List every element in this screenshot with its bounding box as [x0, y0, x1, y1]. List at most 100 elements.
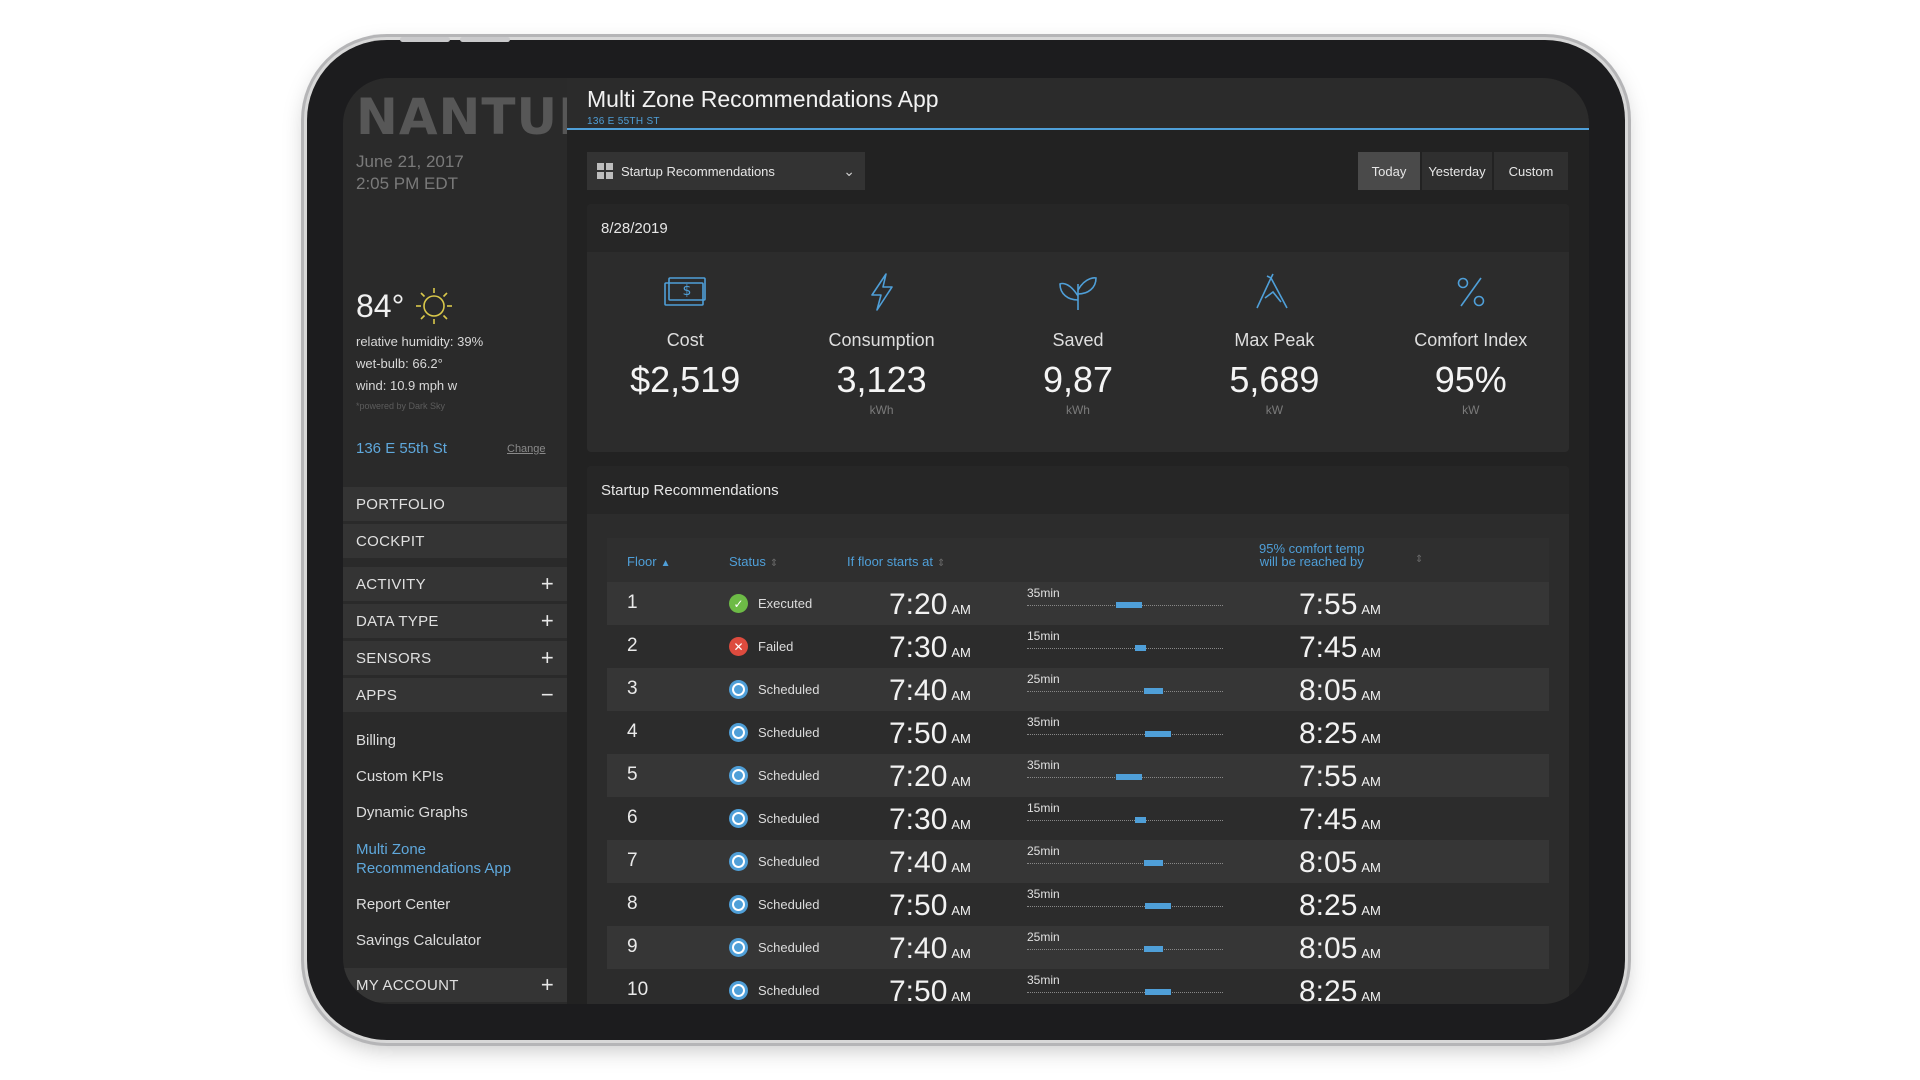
end-time-value: 8:05 — [1299, 932, 1358, 965]
tablet-top-button — [400, 37, 450, 42]
status-cell: Scheduled — [729, 809, 819, 828]
recommendations-panel: Startup Recommendations Floor ▲ Status ⇕ I… — [587, 466, 1569, 1004]
app-link-custom-kpis[interactable]: Custom KPIs — [356, 768, 444, 785]
change-building-link[interactable]: Change — [507, 443, 546, 455]
am-label: AM — [1361, 774, 1381, 789]
app-link-multi-zone[interactable]: Multi Zone Recommendations App — [356, 840, 556, 878]
duration-label: 35min — [1027, 973, 1060, 987]
kpi-max-peak: Max Peak 5,689 kW — [1176, 262, 1372, 417]
app-header: Multi Zone Recommendations App 136 E 55T… — [567, 78, 1589, 130]
duration-label: 15min — [1027, 801, 1060, 815]
weather-humidity: relative humidity: 39% — [356, 334, 484, 349]
app-link-dynamic-graphs[interactable]: Dynamic Graphs — [356, 804, 468, 821]
app-link-report-center[interactable]: Report Center — [356, 896, 451, 913]
expand-icon[interactable]: + — [540, 972, 554, 997]
end-time: 8:05 AM — [1299, 846, 1381, 880]
recommendation-type-select[interactable]: Startup Recommendations ⌄ — [587, 152, 865, 190]
column-floor[interactable]: Floor ▲ — [627, 554, 671, 569]
am-label: AM — [951, 688, 971, 703]
range-yesterday-button[interactable]: Yesterday — [1422, 152, 1492, 190]
nav-sensors-label: SENSORS — [356, 649, 432, 667]
end-time: 7:55 AM — [1299, 588, 1381, 622]
nav-portfolio[interactable]: PORTFOLIO — [343, 487, 567, 521]
end-time: 8:25 AM — [1299, 975, 1381, 1004]
table-row[interactable]: 10 Scheduled 7:50 AM 35min 8:25 AM — [607, 969, 1549, 1004]
kpi-comfort-value: 95% — [1434, 359, 1507, 400]
expand-icon[interactable]: + — [540, 645, 554, 670]
app-link-multi-zone-line1: Multi Zone — [356, 841, 427, 858]
am-label: AM — [1361, 731, 1381, 746]
nav-data-type[interactable]: DATA TYPE + — [343, 604, 567, 638]
floor-number: 6 — [627, 807, 638, 828]
start-time-value: 7:40 — [889, 674, 948, 707]
duration-bar — [1144, 860, 1163, 866]
nav-apps[interactable]: APPS − — [343, 678, 567, 712]
scheduled-icon — [729, 766, 748, 785]
recommendation-type-value: Startup Recommendations — [621, 163, 775, 179]
duration-label: 35min — [1027, 586, 1060, 600]
app-link-savings-calculator[interactable]: Savings Calculator — [356, 932, 482, 949]
kpi-cost: $ Cost $2,519 — [587, 262, 783, 417]
expand-icon[interactable]: + — [540, 571, 554, 596]
kpi-consumption: Consumption 3,123 kWh — [783, 262, 979, 417]
column-floor-label: Floor — [627, 554, 657, 569]
sort-icon[interactable]: ⇕ — [1415, 554, 1424, 565]
duration-label: 35min — [1027, 887, 1060, 901]
nav-sensors[interactable]: SENSORS + — [343, 641, 567, 675]
start-time: 7:50 AM — [889, 717, 971, 751]
table-header: Floor ▲ Status ⇕ If floor starts at ⇕ 95% c… — [607, 538, 1549, 582]
nav-my-account-label: MY ACCOUNT — [356, 976, 459, 994]
end-time-value: 8:05 — [1299, 846, 1358, 879]
page-title: Multi Zone Recommendations App — [587, 86, 939, 112]
status-cell: Scheduled — [729, 981, 819, 1000]
column-start-label: If floor starts at — [847, 554, 933, 569]
nav-cockpit[interactable]: COCKPIT — [343, 524, 567, 558]
end-time-value: 8:25 — [1299, 889, 1358, 922]
table-row[interactable]: 8 Scheduled 7:50 AM 35min 8:25 AM — [607, 883, 1549, 926]
table-row[interactable]: 9 Scheduled 7:40 AM 25min 8:05 AM — [607, 926, 1549, 969]
expand-icon[interactable]: + — [540, 608, 554, 633]
floor-number: 8 — [627, 893, 638, 914]
start-time: 7:20 AM — [889, 760, 971, 794]
table-row[interactable]: 4 Scheduled 7:50 AM 35min 8:25 AM — [607, 711, 1549, 754]
nav-activity[interactable]: ACTIVITY + — [343, 567, 567, 601]
kpi-comfort-unit: kW — [1462, 403, 1480, 417]
end-time-value: 8:05 — [1299, 674, 1358, 707]
sort-icon: ▲ — [660, 558, 671, 569]
am-label: AM — [951, 946, 971, 961]
collapse-icon[interactable]: − — [540, 682, 554, 707]
table-row[interactable]: 6 Scheduled 7:30 AM 15min 7:45 AM — [607, 797, 1549, 840]
am-label: AM — [1361, 817, 1381, 832]
start-time: 7:50 AM — [889, 889, 971, 923]
end-time: 8:25 AM — [1299, 717, 1381, 751]
status-label: Executed — [758, 596, 813, 611]
grid-icon — [597, 163, 613, 179]
nav-cockpit-label: COCKPIT — [356, 532, 425, 550]
duration-label: 35min — [1027, 715, 1060, 729]
table-row[interactable]: 5 Scheduled 7:20 AM 35min 7:55 AM — [607, 754, 1549, 797]
table-row[interactable]: 7 Scheduled 7:40 AM 25min 8:05 AM — [607, 840, 1549, 883]
status-label: Scheduled — [758, 940, 820, 955]
app-link-billing[interactable]: Billing — [356, 732, 397, 749]
duration-label: 15min — [1027, 629, 1060, 643]
start-time-value: 7:30 — [889, 631, 948, 664]
range-today-button[interactable]: Today — [1358, 152, 1420, 190]
start-time-value: 7:50 — [889, 975, 948, 1004]
column-status[interactable]: Status ⇕ — [729, 554, 778, 569]
column-reach[interactable]: 95% comfort temp will be reached by — [1259, 542, 1365, 568]
table-row[interactable]: 2 ✕ Failed 7:30 AM 15min 7:45 AM — [607, 625, 1549, 668]
timeline-track — [1027, 992, 1223, 993]
range-custom-button[interactable]: Custom — [1494, 152, 1568, 190]
table-row[interactable]: 1 ✓ Executed 7:20 AM 35min 7:55 AM — [607, 582, 1549, 625]
start-time: 7:50 AM — [889, 975, 971, 1004]
weather-temperature: 84° — [356, 286, 454, 326]
nav-my-account[interactable]: MY ACCOUNT + — [343, 968, 567, 1002]
start-time: 7:40 AM — [889, 846, 971, 880]
nav-data-type-label: DATA TYPE — [356, 612, 439, 630]
floor-number: 7 — [627, 850, 638, 871]
column-start[interactable]: If floor starts at ⇕ — [847, 554, 945, 569]
floor-number: 4 — [627, 721, 638, 742]
table-row[interactable]: 3 Scheduled 7:40 AM 25min 8:05 AM — [607, 668, 1549, 711]
duration-label: 25min — [1027, 930, 1060, 944]
status-cell: ✓ Executed — [729, 594, 812, 613]
